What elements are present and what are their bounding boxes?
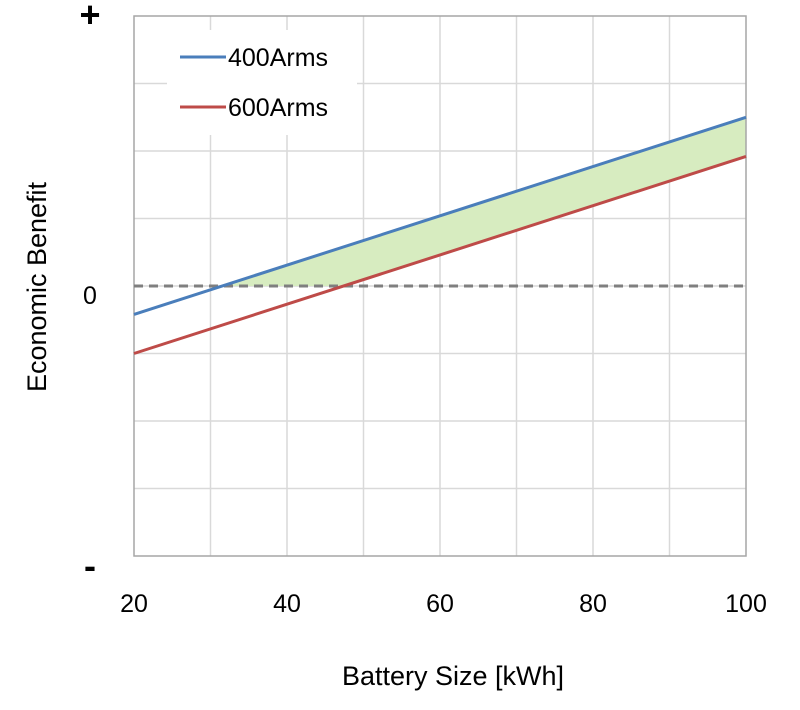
x-axis-title: Battery Size [kWh] bbox=[342, 661, 564, 691]
legend: 400Arms 600Arms bbox=[167, 30, 357, 135]
x-tick-label: 40 bbox=[273, 590, 301, 618]
y-tick-label: + bbox=[79, 0, 100, 35]
x-tick-label: 100 bbox=[725, 590, 767, 618]
y-tick-labels: +0 - bbox=[79, 0, 100, 586]
y-tick-label: 0 bbox=[83, 282, 97, 310]
y-axis-title: Economic Benefit bbox=[22, 181, 52, 392]
legend-label: 400Arms bbox=[228, 44, 328, 72]
x-tick-label: 80 bbox=[579, 590, 607, 618]
x-tick-label: 60 bbox=[426, 590, 454, 618]
x-tick-label: 20 bbox=[120, 590, 148, 618]
legend-label: 600Arms bbox=[228, 94, 328, 122]
legend-box bbox=[167, 30, 357, 135]
series-line-400arms bbox=[133, 115, 747, 316]
x-tick-labels: 20 40 60 80 100 bbox=[120, 590, 767, 618]
series-lines bbox=[133, 115, 747, 355]
y-tick-label: - bbox=[84, 545, 96, 586]
series-line-600arms bbox=[133, 154, 747, 355]
